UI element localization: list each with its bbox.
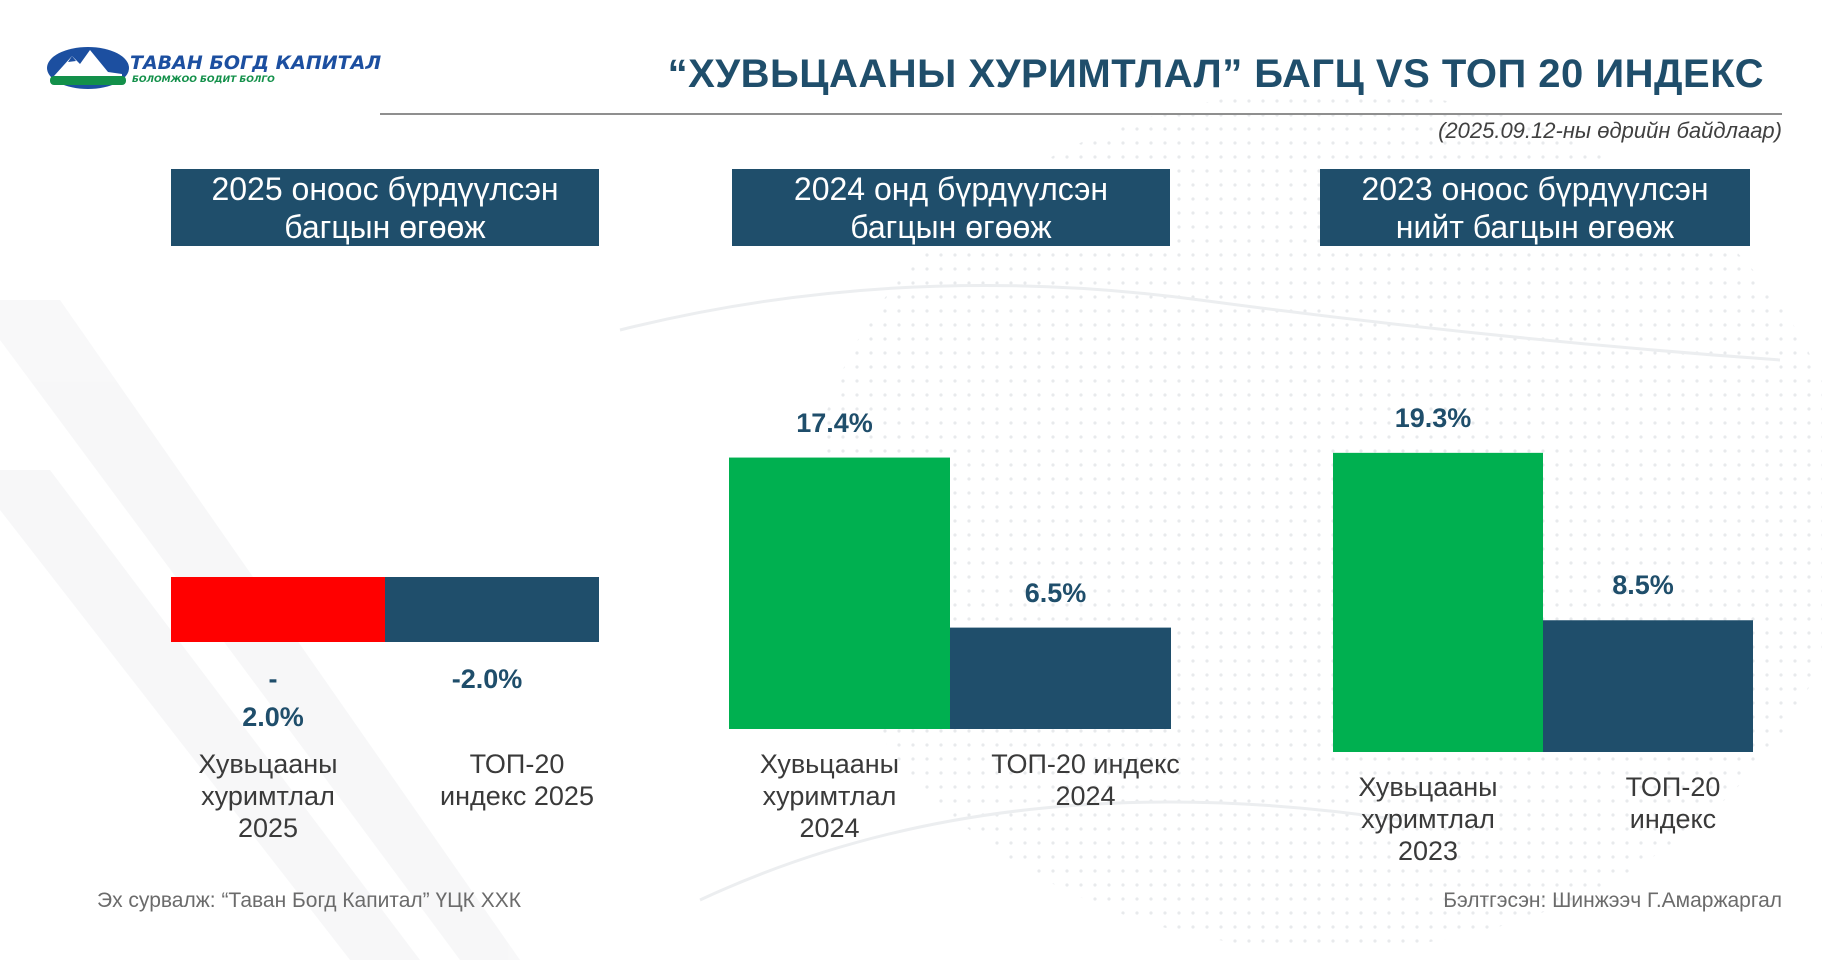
page-title: “ХУВЬЦААНЫ ХУРИМТЛАЛ” БАГЦ VS ТОП 20 ИНД… [667,52,1764,96]
category-label-2-1: ТОП-20 индекс [1625,772,1721,834]
category-label-2-0: Хувьцааны хуримтлал 2023 [1358,772,1498,866]
value-label-0-1: -2.0% [451,664,523,694]
title-divider [380,113,1782,115]
bar-0-0 [171,577,385,642]
company-logo: ТАВАН БОГД КАПИТАЛ БОЛОМЖОО БОДИТ БОЛГО [46,44,381,94]
bar-2-1 [1543,620,1753,752]
source-note: Эх сурвалж: “Таван Богд Капитал” ҮЦК ХХК [97,889,521,912]
chart-header-2025: 2025 оноос бүрдүүлсэн багцын өгөөж [171,169,599,246]
author-note: Бэлтгэсэн: Шинжээч Г.Амаржаргал [1443,889,1782,912]
bar-1-1 [950,627,1171,729]
category-label-1-0: Хувьцааны хуримтлал 2024 [759,749,900,843]
bar-2-0 [1333,452,1543,752]
bar-1-0 [729,457,950,729]
value-label-1-1: 6.5% [1024,577,1087,608]
logo-tagline: БОЛОМЖОО БОДИТ БОЛГО [132,75,275,85]
logo-mountain-icon [47,47,129,89]
chart-header-2024: 2024 онд бүрдүүлсэн багцын өгөөж [732,169,1170,246]
value-label-2-1: 8.5% [1612,570,1674,601]
bar-0-1 [385,577,599,642]
value-label-2-0: 19.3% [1394,402,1472,433]
chart-header-2023: 2023 оноос бүрдүүлсэн нийт багцын өгөөж [1320,169,1750,246]
date-subtitle: (2025.09.12-ны өдрийн байдлаар) [1438,118,1782,143]
logo-brand-text: ТАВАН БОГД КАПИТАЛ [130,52,382,74]
category-label-0-0: Хувьцааны хуримтлал 2025 [198,749,338,843]
value-label-1-0: 17.4% [796,407,873,438]
category-label-0-1: ТОП-20 индекс 2025 [440,749,594,811]
category-label-1-1: ТОП-20 индекс 2024 [991,749,1180,811]
value-label-0-0: - 2.0% [242,664,304,732]
